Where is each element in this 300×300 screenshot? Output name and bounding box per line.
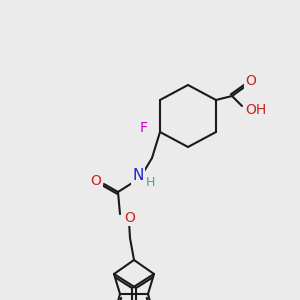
Text: O: O: [124, 211, 135, 225]
Text: O: O: [246, 74, 256, 88]
Text: H: H: [145, 176, 155, 188]
Text: F: F: [140, 121, 148, 135]
Text: O: O: [91, 174, 101, 188]
Text: OH: OH: [245, 103, 267, 117]
Text: N: N: [132, 169, 144, 184]
